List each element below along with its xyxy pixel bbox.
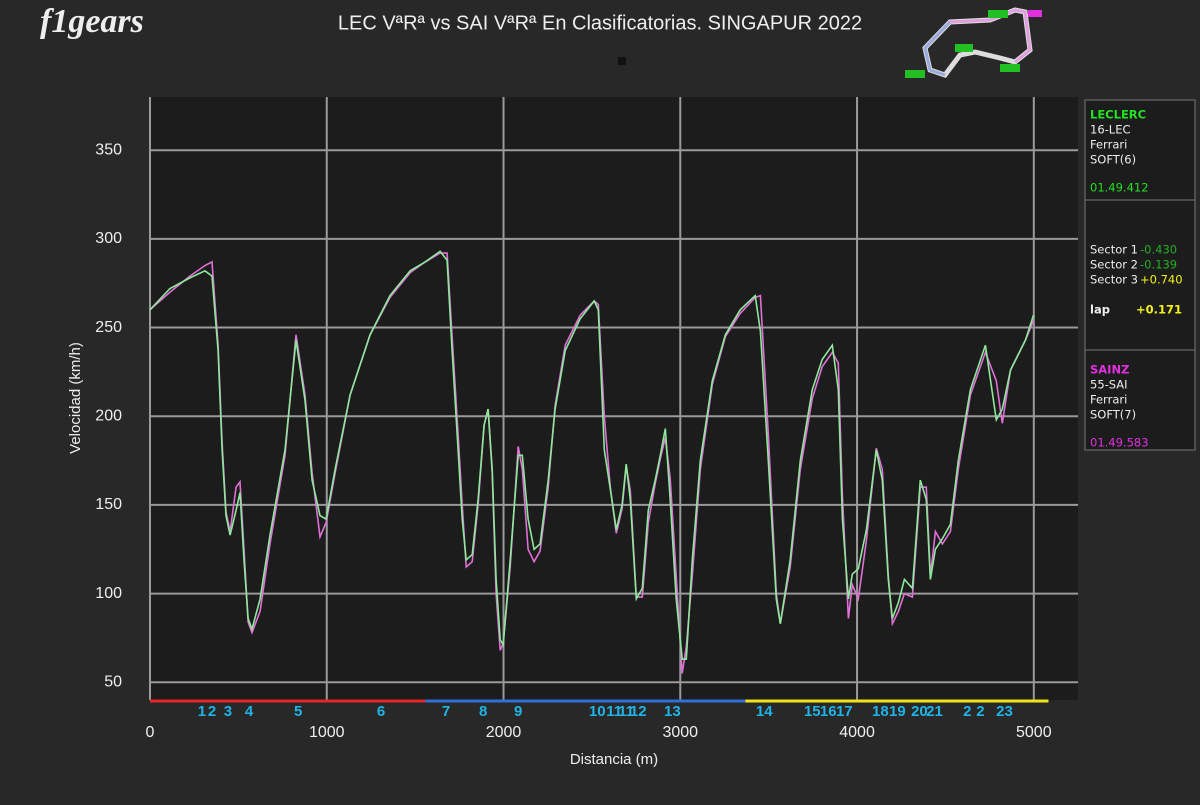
turn-label: 5 (294, 703, 302, 720)
legend: LECLERC 16-LEC Ferrari SOFT(6) 01.49.412… (1084, 99, 1196, 451)
legend-tyre: SOFT(7) (1090, 408, 1136, 422)
turn-label: 8 (479, 703, 487, 720)
legend-number: 16-LEC (1090, 123, 1131, 137)
turn-label: 19 (889, 703, 906, 720)
legend-lap-delta: +0.171 (1136, 303, 1182, 317)
legend-box (1084, 99, 1196, 451)
legend-team: Ferrari (1090, 138, 1127, 152)
speed-line (149, 250, 1035, 660)
y-tick-label: 50 (104, 673, 122, 690)
x-tick-label: 1000 (309, 724, 345, 741)
legend-tyre: SOFT(6) (1090, 153, 1136, 167)
legend-team: Ferrari (1090, 393, 1127, 407)
turn-label: 14 (756, 703, 773, 720)
legend-laptime: 01.49.583 (1090, 436, 1149, 450)
track-map (905, 7, 1042, 78)
y-tick-label: 100 (95, 585, 122, 602)
legend-lap: lap (1090, 303, 1110, 317)
turn-label: 23 (996, 703, 1013, 720)
legend-driver: LECLERC (1090, 108, 1146, 122)
legend-sector-delta: -0.430 (1140, 243, 1177, 257)
legend-sector: Sector 2 (1090, 258, 1138, 272)
turn-label: 2 (963, 703, 971, 720)
turn-label: 7 (442, 703, 450, 720)
chart-title: LEC VªRª vs SAI VªRª En Clasificatorias.… (338, 12, 862, 34)
plot-area (150, 97, 1078, 700)
y-tick-label: 250 (95, 319, 122, 336)
y-tick-label: 350 (95, 141, 122, 158)
turn-label: 12 (630, 703, 647, 720)
turn-label: 2 (208, 703, 216, 720)
turn-label: 6 (377, 703, 385, 720)
turn-label: 4 (245, 703, 254, 720)
legend-sector-delta: -0.139 (1140, 258, 1177, 272)
y-tick-label: 150 (95, 496, 122, 513)
x-tick-label: 5000 (1016, 724, 1052, 741)
turn-label: 11 (618, 703, 634, 720)
turn-label: 2 (976, 703, 984, 720)
legend-laptime: 01.49.412 (1090, 181, 1149, 195)
x-axis-label: Distancia (m) (570, 751, 658, 768)
turn-label: 9 (514, 703, 522, 720)
turn-label: 10 (589, 703, 606, 720)
y-tick-label: 200 (95, 407, 122, 424)
x-tick-label: 3000 (662, 724, 698, 741)
legend-driver: SAINZ (1090, 363, 1129, 377)
turn-label: 11 (606, 703, 622, 720)
legend-number: 55-SAI (1090, 378, 1128, 392)
x-tick-label: 4000 (839, 724, 875, 741)
turn-label: 13 (664, 703, 681, 720)
turn-label: 17 (836, 703, 853, 720)
marker (618, 57, 626, 65)
x-tick-label: 2000 (486, 724, 522, 741)
turn-label: 21 (926, 703, 943, 720)
turn-label: 16 (820, 703, 837, 720)
turn-label: 1 (198, 703, 206, 720)
turn-label: 20 (911, 703, 928, 720)
legend-sector: Sector 1 (1090, 243, 1138, 257)
legend-sector: Sector 3 (1090, 273, 1138, 287)
x-tick-label: 0 (146, 724, 155, 741)
turn-label: 3 (224, 703, 232, 720)
turn-label: 15 (804, 703, 821, 720)
y-tick-label: 300 (95, 230, 122, 247)
turn-label: 18 (872, 703, 889, 720)
legend-sector-delta: +0.740 (1140, 273, 1183, 287)
y-axis-label: Velocidad (km/h) (67, 342, 84, 454)
logo: f1gears (40, 3, 144, 40)
